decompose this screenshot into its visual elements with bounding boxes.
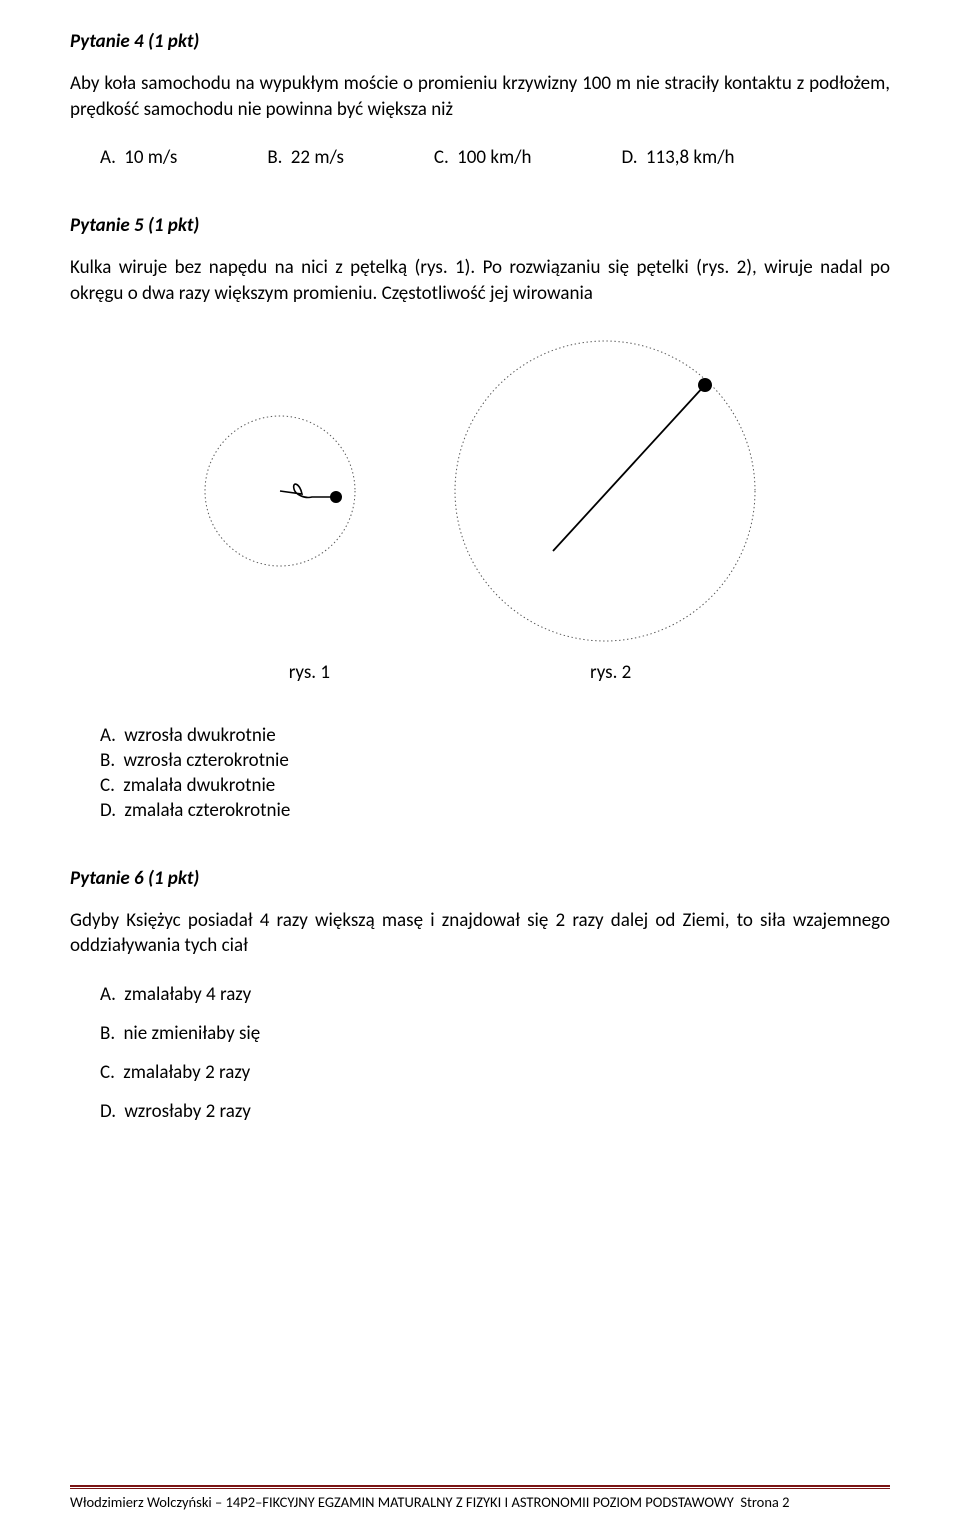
q5-option-c: C. zmalała dwukrotnie xyxy=(100,774,890,797)
option-text: wzrosła dwukrotnie xyxy=(124,724,275,747)
page-footer: Włodzimierz Wolczyński – 14P2–FIKCYJNY E… xyxy=(70,1485,890,1511)
q4-body: Aby koła samochodu na wypukłym moście o … xyxy=(70,71,890,122)
question-6: Pytanie 6 (1 pkt) Gdyby Księżyc posiadał… xyxy=(70,867,890,1123)
question-5: Pytanie 5 (1 pkt) Kulka wiruje bez napęd… xyxy=(70,214,890,821)
option-letter: D. xyxy=(621,146,637,169)
caption-rys2: rys. 2 xyxy=(590,661,631,684)
q5-option-d: D. zmalała czterokrotnie xyxy=(100,799,890,822)
option-text: nie zmieniłaby się xyxy=(123,1022,260,1045)
q6-header: Pytanie 6 (1 pkt) xyxy=(70,867,890,890)
q5-option-a: A. wzrosła dwukrotnie xyxy=(100,724,890,747)
option-letter: B. xyxy=(100,749,115,772)
diagram-rys2 xyxy=(445,331,765,651)
option-letter: A. xyxy=(100,724,116,747)
option-letter: A. xyxy=(100,146,116,169)
q6-option-d: D. wzrosłaby 2 razy xyxy=(100,1100,890,1123)
q4-options: A. 10 m/s B. 22 m/s C. 100 km/h D. 113,8… xyxy=(100,146,890,169)
q6-body: Gdyby Księżyc posiadał 4 razy większą ma… xyxy=(70,908,890,959)
option-text: 10 m/s xyxy=(124,146,177,169)
q6-option-a: A. zmalałaby 4 razy xyxy=(100,983,890,1006)
option-letter: D. xyxy=(100,799,116,822)
option-text: zmalała czterokrotnie xyxy=(124,799,290,822)
option-letter: C. xyxy=(100,1061,115,1084)
q6-option-b: B. nie zmieniłaby się xyxy=(100,1022,890,1045)
option-text: zmalała dwukrotnie xyxy=(123,774,275,797)
option-letter: C. xyxy=(100,774,115,797)
option-text: 113,8 km/h xyxy=(646,146,735,169)
q5-options: A. wzrosła dwukrotnie B. wzrosła czterok… xyxy=(100,724,890,822)
question-4: Pytanie 4 (1 pkt) Aby koła samochodu na … xyxy=(70,30,890,169)
q5-option-b: B. wzrosła czterokrotnie xyxy=(100,749,890,772)
option-letter: C. xyxy=(434,146,449,169)
q4-option-a: A. 10 m/s xyxy=(100,146,177,169)
diagram-rys1 xyxy=(195,406,365,576)
q6-options: A. zmalałaby 4 razy B. nie zmieniłaby si… xyxy=(100,983,890,1123)
footer-rule xyxy=(70,1485,890,1489)
option-text: wzrosła czterokrotnie xyxy=(123,749,288,772)
option-letter: A. xyxy=(100,983,116,1006)
option-letter: B. xyxy=(267,146,282,169)
q6-option-c: C. zmalałaby 2 razy xyxy=(100,1061,890,1084)
option-text: wzrosłaby 2 razy xyxy=(124,1100,251,1123)
q5-header: Pytanie 5 (1 pkt) xyxy=(70,214,890,237)
option-text: 100 km/h xyxy=(457,146,531,169)
caption-rys1: rys. 1 xyxy=(289,661,330,684)
q4-header: Pytanie 4 (1 pkt) xyxy=(70,30,890,53)
q4-option-c: C. 100 km/h xyxy=(434,146,532,169)
option-text: zmalałaby 4 razy xyxy=(124,983,251,1006)
q5-body: Kulka wiruje bez napędu na nici z pętelk… xyxy=(70,255,890,306)
option-text: zmalałaby 2 razy xyxy=(123,1061,250,1084)
q5-diagrams xyxy=(70,331,890,651)
q4-option-d: D. 113,8 km/h xyxy=(621,146,734,169)
footer-text: Włodzimierz Wolczyński – 14P2–FIKCYJNY E… xyxy=(70,1493,890,1511)
option-letter: B. xyxy=(100,1022,115,1045)
q4-option-b: B. 22 m/s xyxy=(267,146,344,169)
q5-captions: rys. 1 rys. 2 xyxy=(30,661,890,684)
option-letter: D. xyxy=(100,1100,116,1123)
option-text: 22 m/s xyxy=(291,146,344,169)
